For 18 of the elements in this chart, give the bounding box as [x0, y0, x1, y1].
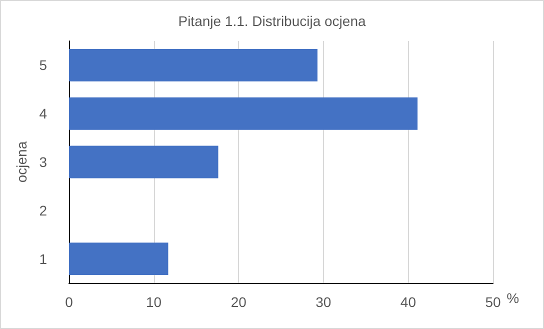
y-tick-label: 4 — [39, 106, 48, 122]
y-tick-label: 5 — [39, 57, 48, 74]
x-tick-label: 0 — [65, 294, 74, 310]
y-tick-label: 2 — [39, 202, 48, 218]
x-tick-label: 10 — [146, 294, 162, 310]
bar — [69, 146, 218, 178]
bar — [69, 97, 418, 130]
bar — [69, 48, 318, 82]
x-tick-label: 20 — [230, 294, 247, 310]
x-axis-title: % — [506, 290, 520, 306]
x-tick-label: 50 — [485, 294, 501, 310]
y-tick-label: 3 — [39, 154, 48, 170]
chart-title: Pitanje 1.1. Distribucija ocjena — [178, 13, 366, 29]
y-tick-label: 1 — [39, 250, 48, 267]
x-tick-label: 40 — [400, 294, 416, 310]
bar — [69, 242, 168, 276]
x-tick-label: 30 — [316, 294, 332, 310]
y-axis-title: ocjena — [13, 141, 30, 183]
